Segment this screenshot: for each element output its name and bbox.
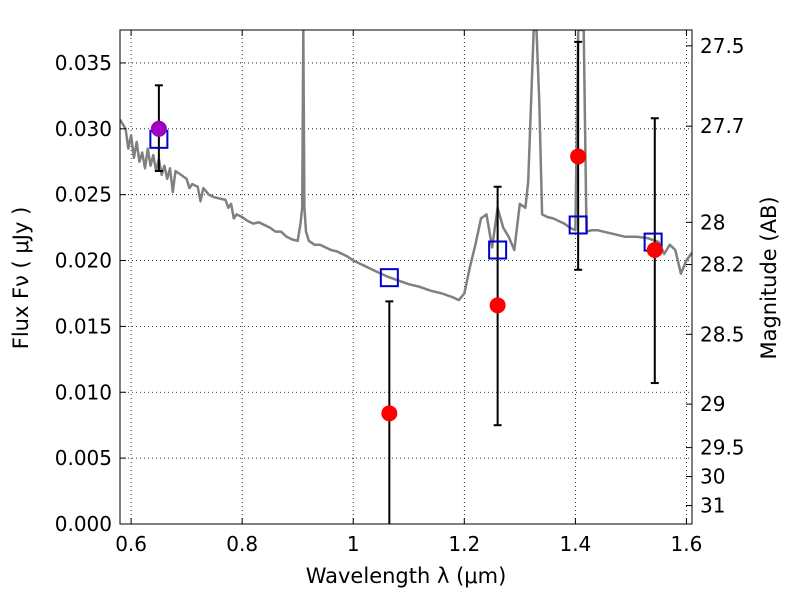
plot-area [120, 30, 692, 524]
y-tick-label: 0.010 [55, 380, 112, 404]
observed-point [489, 297, 506, 314]
x-tick-label: 0.8 [226, 532, 258, 556]
right-tick-label: 27.7 [700, 114, 745, 138]
error-bars [154, 40, 659, 524]
right-tick-label: 27.5 [700, 34, 745, 58]
y-tick-label: 0.035 [55, 51, 112, 75]
model-square [488, 240, 508, 260]
right-tick-label: 28.2 [700, 252, 745, 276]
right-tick-label: 29.5 [700, 436, 745, 460]
model-square [568, 215, 588, 235]
observed-point [150, 120, 167, 137]
y-ticks: 0.000 0.005 0.010 0.015 0.020 0.025 0.030 0.035 [55, 51, 126, 536]
observed-point [570, 148, 587, 165]
right-magnitude-ticks: 27.5 27.7 28 28.2 28.5 29 29.5 30 31 [686, 34, 745, 518]
y-tick-label: 0.030 [55, 117, 112, 141]
y-axis-label: Flux Fν ( μJy ) [9, 207, 33, 350]
y-tick-label: 0.020 [55, 249, 112, 273]
right-tick-label: 28 [700, 210, 725, 234]
right-tick-label: 29 [700, 392, 725, 416]
y-tick-label: 0.005 [55, 446, 112, 470]
right-axis-label: Magnitude (AB) [757, 196, 781, 359]
right-tick-label: 31 [700, 494, 725, 518]
x-axis-label: Wavelength λ (μm) [306, 564, 507, 588]
observed-point [381, 405, 398, 422]
model-square [379, 268, 399, 288]
spectrum-line [120, 30, 692, 302]
x-tick-label: 1.2 [448, 532, 480, 556]
right-tick-label: 30 [700, 465, 725, 489]
x-tick-label: 1 [347, 532, 360, 556]
x-tick-label: 0.6 [115, 532, 147, 556]
y-tick-label: 0.015 [55, 314, 112, 338]
observed-point [646, 241, 663, 258]
model-spectrum [120, 30, 692, 302]
right-tick-label: 28.5 [700, 322, 745, 346]
x-ticks: 0.6 0.8 1 1.2 1.4 1.6 [115, 30, 702, 556]
observed-photometry-points [150, 120, 663, 422]
plot-frame [119, 29, 693, 525]
x-tick-label: 1.6 [671, 532, 703, 556]
x-tick-label: 1.4 [559, 532, 591, 556]
y-tick-label: 0.025 [55, 183, 112, 207]
y-tick-label: 0.000 [55, 512, 112, 536]
